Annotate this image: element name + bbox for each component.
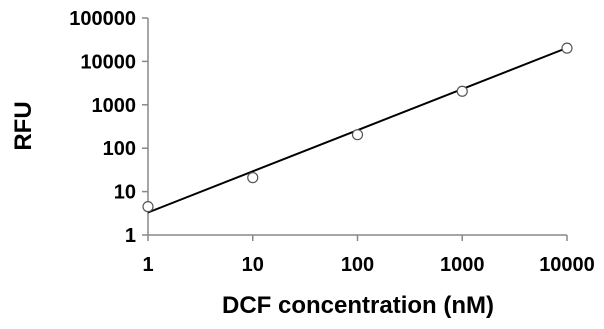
x-tick-label: 1 — [142, 254, 153, 276]
y-tick-label: 100000 — [69, 8, 136, 30]
y-tick-label: 10 — [114, 182, 136, 204]
x-tick-label: 100 — [341, 254, 374, 276]
axes — [147, 18, 567, 236]
y-tick-label: 10000 — [80, 51, 136, 73]
data-point — [456, 85, 468, 97]
data-point — [142, 201, 154, 213]
data-points — [142, 42, 573, 213]
data-point — [247, 172, 259, 184]
y-tick-label: 1000 — [92, 95, 137, 117]
x-axis-title: DCF concentration (nM) — [222, 292, 494, 319]
x-tick-label: 10000 — [539, 254, 595, 276]
y-axis-ticks: 1 10 100 1000 10000 100000 — [69, 8, 148, 247]
x-tick-label: 1000 — [440, 254, 485, 276]
data-point — [561, 42, 573, 54]
x-tick-label: 10 — [242, 254, 264, 276]
y-tick-label: 1 — [125, 225, 136, 247]
y-axis-title: RFU — [10, 101, 37, 150]
y-tick-label: 100 — [103, 138, 136, 160]
x-axis-ticks: 1 10 100 1000 10000 — [142, 235, 595, 276]
data-point — [351, 129, 364, 141]
